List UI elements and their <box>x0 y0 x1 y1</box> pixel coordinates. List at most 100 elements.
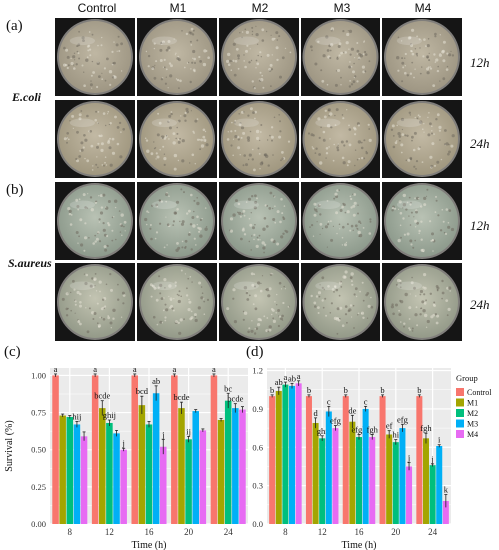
significance-letter: a <box>133 364 137 374</box>
bar <box>349 421 356 524</box>
y-tick-label: 0.25 <box>31 482 46 492</box>
bar <box>416 396 423 524</box>
panel-a-organism: E.coli <box>12 90 41 104</box>
significance-letter: b <box>307 385 311 395</box>
petri-dish-photo <box>219 100 299 178</box>
significance-letter: efg <box>397 414 409 424</box>
legend-swatch <box>456 409 464 417</box>
x-tick-label: 12 <box>105 527 114 537</box>
bar <box>399 428 406 524</box>
bar <box>442 500 449 524</box>
y-tick-label: 1.2 <box>252 366 263 376</box>
petri-dish-photo <box>55 182 135 260</box>
panel-b-organism: S.aureus <box>8 256 52 270</box>
significance-letter: ab <box>275 377 283 387</box>
x-tick-label: 16 <box>145 527 155 537</box>
significance-letter: a <box>54 364 58 374</box>
column-header-control: Control <box>77 1 117 15</box>
legend-swatch <box>456 388 464 396</box>
bar <box>422 438 429 524</box>
significance-letter: ghi <box>317 426 329 436</box>
bar <box>80 436 88 524</box>
bar <box>289 385 296 524</box>
petri-dish-photo <box>301 263 380 341</box>
legend-entry: M4 <box>467 430 478 439</box>
bar <box>269 396 276 524</box>
bar <box>145 424 153 524</box>
bar <box>131 375 139 524</box>
significance-letter: fgh <box>367 424 379 434</box>
petri-dish-photo <box>55 100 135 178</box>
bar <box>185 439 192 524</box>
significance-letter: bcde <box>94 391 110 401</box>
column-header-m3: M3 <box>333 1 351 15</box>
y-tick-label: 0.3 <box>252 481 263 491</box>
legend-swatch <box>456 430 464 438</box>
significance-letter: bcde <box>227 394 243 404</box>
significance-letter: c <box>364 396 368 406</box>
bar <box>113 433 120 524</box>
significance-letter: j <box>121 438 124 448</box>
bar <box>210 375 218 524</box>
x-axis-label: Time (h) <box>342 540 377 550</box>
significance-letter: bcde <box>173 392 189 402</box>
significance-letter: ab <box>288 373 296 383</box>
panel-a-row-24h: 24h <box>470 136 490 151</box>
y-tick-label: 0.75 <box>31 408 46 418</box>
petri-dish-photo <box>382 100 462 178</box>
significance-letter: b <box>344 385 348 395</box>
bar <box>91 375 99 524</box>
significance-letter: de <box>348 405 356 415</box>
significance-letter: fgh <box>420 423 432 433</box>
column-header-m4: M4 <box>414 1 432 15</box>
petri-dish-photo <box>137 18 217 96</box>
y-tick-label: 1.00 <box>31 370 46 380</box>
x-tick-label: 20 <box>184 527 194 537</box>
bar <box>429 465 436 524</box>
bar <box>275 391 282 524</box>
significance-letter: a <box>172 364 176 374</box>
petri-dish-photo <box>219 18 299 96</box>
legend-swatch <box>456 419 464 428</box>
petri-dish-photo <box>301 100 380 178</box>
bar <box>66 417 74 524</box>
bar <box>436 446 443 524</box>
panel-c-label: (c) <box>4 344 21 360</box>
x-tick-label: 12 <box>318 527 327 537</box>
legend-entry: M3 <box>467 420 478 429</box>
petri-dish-photo <box>55 18 135 96</box>
petri-dish-photo <box>137 100 217 178</box>
panel-b-row-12h: 12h <box>470 218 490 233</box>
y-tick-label: 0.6 <box>252 442 263 452</box>
significance-letter: c <box>327 396 331 406</box>
legend-title: Group <box>456 373 478 383</box>
bar <box>99 408 106 524</box>
bar <box>355 437 363 524</box>
panel-b-label: (b) <box>6 182 24 198</box>
bar <box>73 424 81 524</box>
bar <box>342 396 349 524</box>
y-axis-label: Survival (%) <box>4 420 15 471</box>
petri-dish-photo <box>137 182 217 260</box>
bar <box>239 409 246 524</box>
bar <box>199 430 207 524</box>
x-tick-label: 16 <box>355 527 365 537</box>
petri-dish-photo <box>137 263 217 341</box>
bar <box>332 428 339 524</box>
y-tick-label: 0.50 <box>31 445 46 455</box>
significance-letter: j <box>430 454 433 464</box>
bar <box>224 400 232 524</box>
y-tick-label: 0.0 <box>252 519 263 529</box>
significance-letter: hij <box>72 411 81 421</box>
bar <box>159 446 167 524</box>
legend-entry: M2 <box>467 409 478 418</box>
petri-dish-photo <box>55 263 135 341</box>
significance-letter: a <box>93 364 97 374</box>
panel-b-row-24h: 24h <box>470 297 490 312</box>
bar <box>312 422 319 524</box>
bar <box>52 375 59 524</box>
petri-dish-photo <box>219 182 299 260</box>
bar <box>178 408 185 524</box>
